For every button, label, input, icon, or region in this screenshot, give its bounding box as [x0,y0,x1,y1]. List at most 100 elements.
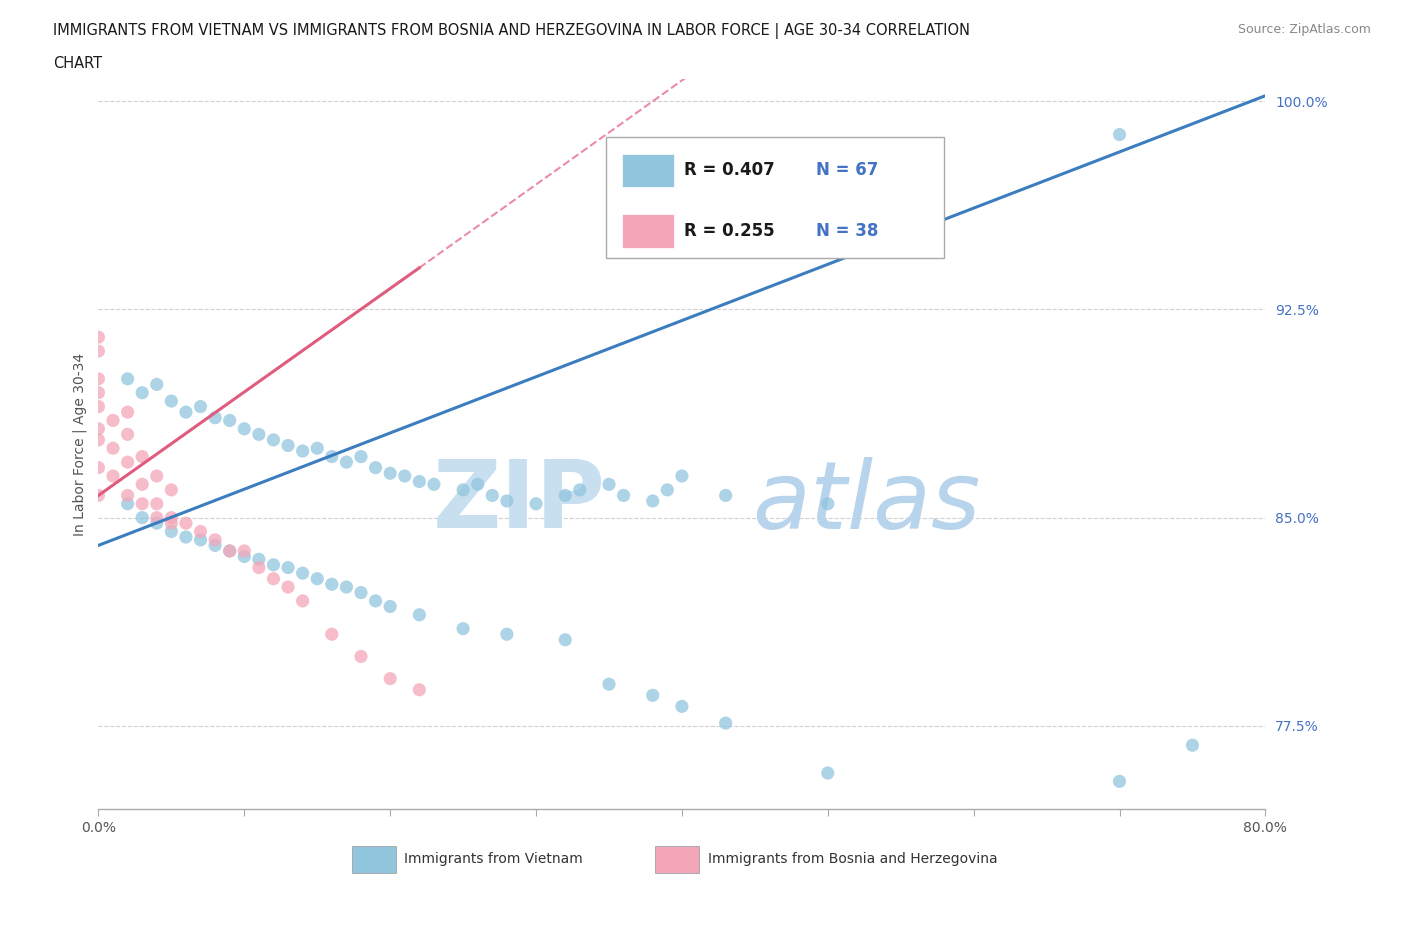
Point [87,371,110,386]
Point [87,488,110,503]
Point [378,466,402,481]
Point [671,469,693,484]
Y-axis label: In Labor Force | Age 30-34: In Labor Force | Age 30-34 [73,352,87,536]
Point [378,599,402,614]
Point [1181,737,1204,752]
Point [481,488,503,503]
Point [87,344,110,359]
Point [641,688,664,703]
Point [350,449,373,464]
Point [218,413,240,428]
Point [233,543,256,558]
Point [262,557,284,572]
Point [1108,774,1130,789]
Point [233,549,256,564]
Point [408,683,430,698]
Point [160,525,183,539]
Point [160,516,183,531]
Point [408,474,430,489]
Point [117,455,139,470]
Point [131,511,153,525]
Text: ZIP: ZIP [433,457,606,549]
Point [598,477,620,492]
Point [321,577,343,591]
Point [451,483,474,498]
Point [247,560,270,575]
Point [612,488,634,503]
Point [131,477,153,492]
Point [131,385,153,400]
Point [321,449,343,464]
Text: R = 0.255: R = 0.255 [685,222,775,240]
Point [101,413,124,428]
Point [671,699,693,714]
Point [277,579,299,594]
Point [307,441,329,456]
Point [598,677,620,692]
Point [87,385,110,400]
Point [364,593,387,608]
Point [495,627,517,642]
Point [190,532,212,547]
Text: Immigrants from Bosnia and Herzegovina: Immigrants from Bosnia and Herzegovina [707,852,997,866]
Point [218,543,240,558]
Point [174,516,197,531]
Point [1108,127,1130,142]
Point [146,511,169,525]
Point [335,579,357,594]
Point [277,438,299,453]
Point [87,460,110,475]
Point [817,765,839,780]
Point [394,469,416,484]
Point [117,371,139,386]
Text: Immigrants from Vietnam: Immigrants from Vietnam [404,852,583,866]
Point [568,483,591,498]
Point [87,421,110,436]
Point [131,449,153,464]
Text: Source: ZipAtlas.com: Source: ZipAtlas.com [1237,23,1371,36]
Point [423,477,446,492]
Point [174,529,197,544]
Text: CHART: CHART [53,56,103,71]
Text: R = 0.407: R = 0.407 [685,161,775,179]
Point [714,715,737,730]
Point [87,432,110,447]
Point [657,483,679,498]
Point [262,432,284,447]
Point [247,427,270,442]
Point [160,511,183,525]
Point [364,460,387,475]
Point [146,497,169,512]
Point [277,560,299,575]
Point [350,585,373,600]
Point [291,444,314,458]
Point [117,427,139,442]
Point [190,525,212,539]
Point [117,497,139,512]
Text: N = 38: N = 38 [815,222,879,240]
Point [714,488,737,503]
Point [146,516,169,531]
Point [307,571,329,586]
Point [321,627,343,642]
Point [87,330,110,345]
Point [204,532,226,547]
Point [146,377,169,392]
Point [467,477,489,492]
Text: N = 67: N = 67 [815,161,879,179]
Text: atlas: atlas [752,457,980,548]
Point [335,455,357,470]
Point [160,393,183,408]
Point [146,469,169,484]
Point [378,671,402,686]
Point [495,494,517,509]
Point [291,565,314,580]
Point [87,399,110,414]
Point [233,421,256,436]
Point [117,405,139,419]
Point [204,538,226,552]
Point [350,649,373,664]
Point [554,632,576,647]
FancyBboxPatch shape [623,153,673,187]
Point [101,441,124,456]
